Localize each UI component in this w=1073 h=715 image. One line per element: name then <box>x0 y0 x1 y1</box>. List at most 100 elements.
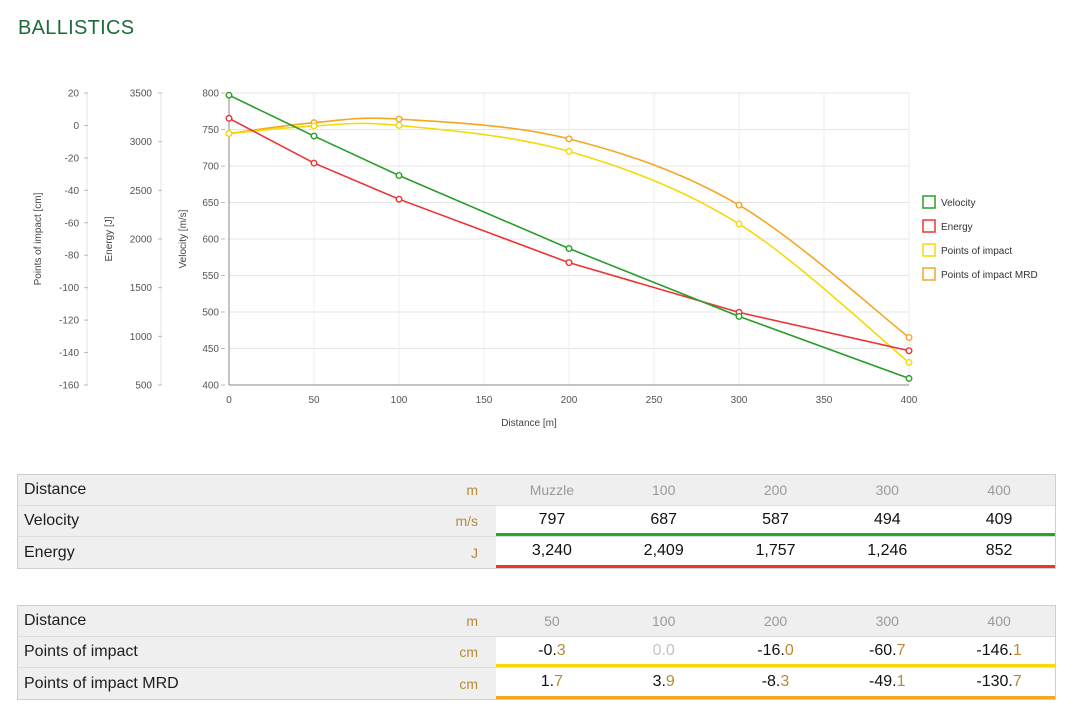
data-point <box>905 358 913 366</box>
series-line-energy <box>228 117 910 352</box>
x-axis-label: Distance [m] <box>501 418 557 429</box>
row-unit: cm <box>459 644 478 660</box>
poi-tick-label: -140 <box>59 348 79 359</box>
row-unit: m/s <box>455 513 478 529</box>
data-point <box>225 91 233 99</box>
row-label: Distance <box>24 612 87 629</box>
velocity-cell: 409 <box>985 510 1013 528</box>
x-tick-label: 150 <box>476 395 493 406</box>
legend-swatch <box>922 267 936 281</box>
row-label: Points of impact MRD <box>24 674 179 692</box>
data-point <box>735 312 743 320</box>
poi-tick-label: -20 <box>65 153 80 164</box>
poi-tick-label: 20 <box>68 89 80 100</box>
data-point <box>905 347 913 355</box>
row-unit: J <box>471 544 478 561</box>
data-point <box>565 135 573 143</box>
velocity-tick-label: 650 <box>202 198 219 209</box>
legend-label: Velocity <box>941 198 975 209</box>
distance-cell: 50 <box>544 613 560 629</box>
x-tick-label: 300 <box>731 395 748 406</box>
row-unit: cm <box>459 675 478 692</box>
row-label: Points of impact <box>24 643 138 660</box>
energy-cell: 2,409 <box>643 542 684 559</box>
poi-cell: 0. 0 <box>652 641 675 659</box>
velocity-cell: 494 <box>873 510 901 528</box>
legend-label: Points of impact MRD <box>941 270 1038 281</box>
data-point <box>395 115 403 123</box>
velocity-cell: 687 <box>650 510 678 528</box>
poi-tick-label: 0 <box>73 121 79 132</box>
series-line-velocity <box>228 94 910 380</box>
table-row-points-of-impact: Points of impact cm -0. 3 0. 0 -16. 0 -60. 7… <box>18 637 1055 668</box>
legend-swatch <box>922 243 936 257</box>
poi-axis-title: Points of impact [cm] <box>33 192 44 285</box>
energy-cell: 852 <box>985 542 1013 559</box>
energy-tick-label: 500 <box>135 381 152 392</box>
points-of-impact-table: Distance m 50 100 200 300 400 Points of … <box>17 605 1056 700</box>
row-label: Energy <box>24 543 75 561</box>
poi-cell: -146. 1 <box>976 641 1022 659</box>
table-row-energy: Energy J 3,240 2,409 1,757 1,246 852 <box>18 537 1055 568</box>
poi-mrd-cell: 1. 7 <box>540 673 564 690</box>
distance-cell: 100 <box>652 482 676 498</box>
energy-tick-label: 2000 <box>130 235 153 246</box>
x-tick-label: 400 <box>901 395 918 406</box>
velocity-tick-label: 550 <box>202 271 219 282</box>
data-point <box>565 259 573 267</box>
poi-mrd-cell: -49. 1 <box>869 673 906 690</box>
velocity-tick-label: 500 <box>202 308 219 319</box>
data-point <box>565 147 573 155</box>
x-tick-label: 250 <box>646 395 663 406</box>
energy-cell: 1,757 <box>755 542 796 559</box>
page-title: BALLISTICS <box>18 17 135 39</box>
data-point <box>905 374 913 382</box>
distance-cell: 100 <box>652 613 676 629</box>
velocity-cell: 587 <box>762 510 789 528</box>
data-point <box>225 130 233 138</box>
table-row-points-of-impact-mrd: Points of impact MRD cm 1. 7 3. 9 -8. 3 -49… <box>18 668 1055 699</box>
data-point <box>395 121 403 129</box>
data-point <box>310 159 318 167</box>
energy-axis-title: Energy [J] <box>104 216 115 261</box>
poi-tick-label: -160 <box>59 381 79 392</box>
data-point <box>395 195 403 203</box>
table-row-distance: Distance m 50 100 200 300 400 <box>18 606 1055 637</box>
row-label: Distance <box>24 481 87 498</box>
legend-swatch <box>922 195 936 209</box>
distance-cell: 300 <box>875 482 899 498</box>
distance-cell: 300 <box>875 613 899 629</box>
velocity-tick-label: 450 <box>202 344 219 355</box>
energy-tick-label: 1500 <box>130 283 153 294</box>
data-point <box>310 132 318 140</box>
poi-mrd-cell: -8. 3 <box>761 673 790 690</box>
poi-cell: -0. 3 <box>538 641 566 659</box>
x-tick-label: 350 <box>816 395 833 406</box>
row-label: Velocity <box>24 512 80 529</box>
data-point <box>225 114 233 122</box>
table-row-velocity: Velocity m/s 797 687 587 494 409 <box>18 506 1055 537</box>
velocity-energy-table: Distance m Muzzle 100 200 300 400 Veloci… <box>17 474 1056 569</box>
poi-tick-label: -40 <box>65 186 80 197</box>
data-point <box>395 171 403 179</box>
energy-tick-label: 2500 <box>130 186 153 197</box>
legend-label: Energy <box>941 222 973 233</box>
data-point <box>565 244 573 252</box>
data-point <box>735 220 743 228</box>
data-point <box>735 201 743 209</box>
poi-mrd-cell: 3. 9 <box>652 673 675 690</box>
energy-tick-label: 3000 <box>130 137 153 148</box>
velocity-tick-label: 800 <box>202 89 219 100</box>
distance-cell: 400 <box>987 613 1011 629</box>
distance-cell: 400 <box>987 482 1011 498</box>
velocity-cell: 797 <box>538 510 566 528</box>
velocity-axis-title: Velocity [m/s] <box>178 209 189 268</box>
x-tick-label: 200 <box>561 395 578 406</box>
velocity-tick-label: 600 <box>202 235 219 246</box>
x-tick-label: 0 <box>226 395 232 406</box>
energy-cell: 1,246 <box>867 542 908 559</box>
energy-tick-label: 3500 <box>130 89 153 100</box>
poi-cell: -60. 7 <box>869 641 906 659</box>
poi-tick-label: -120 <box>59 316 79 327</box>
